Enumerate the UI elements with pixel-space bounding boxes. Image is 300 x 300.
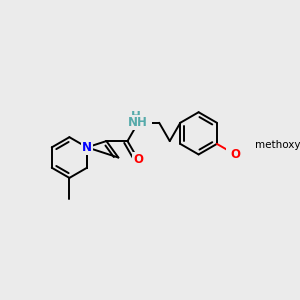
Text: O: O — [133, 153, 143, 166]
Text: O: O — [230, 148, 240, 161]
Text: N: N — [82, 141, 92, 154]
Text: N: N — [82, 141, 92, 154]
Text: methoxy: methoxy — [255, 140, 300, 150]
Text: H: H — [131, 110, 141, 123]
Text: N: N — [140, 118, 150, 131]
Text: NH: NH — [128, 116, 148, 129]
